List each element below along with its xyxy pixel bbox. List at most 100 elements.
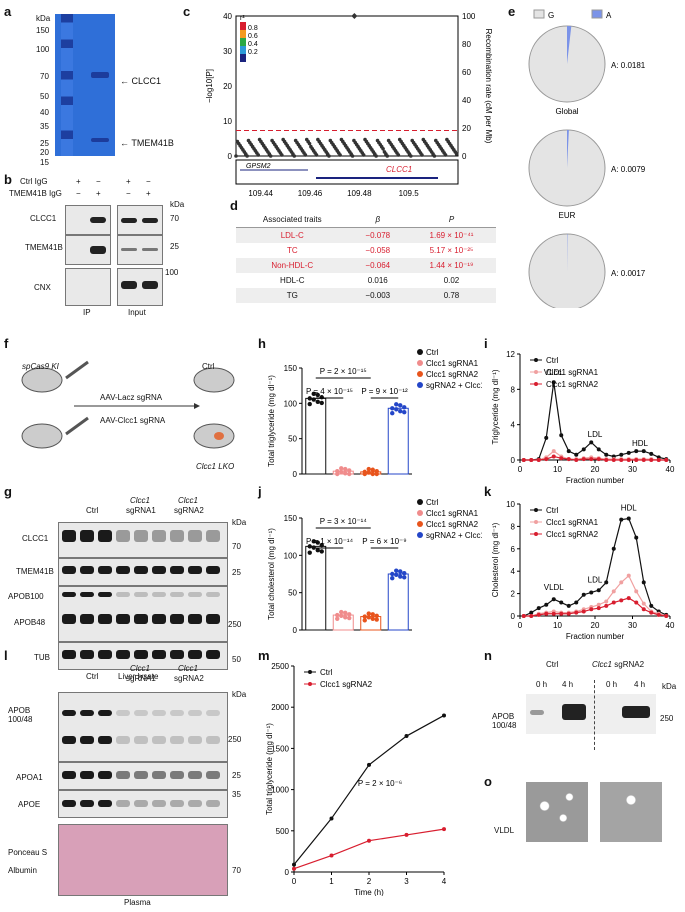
blot-band — [134, 736, 148, 744]
data-point — [559, 456, 564, 461]
legend-label: Clcc1 sgRNA2 — [546, 530, 599, 539]
blot-band — [134, 710, 148, 716]
p-value: P = 6 × 10⁻⁹ — [362, 537, 406, 546]
blot-band — [188, 771, 202, 779]
blot-band — [188, 710, 202, 716]
blot-band — [206, 710, 220, 716]
snp-point — [445, 137, 449, 142]
legend-label: A — [606, 11, 612, 20]
blot-band — [80, 566, 94, 574]
blot-band — [62, 736, 76, 744]
coomassie-gel — [55, 14, 115, 156]
g-row-tub: TUB — [34, 653, 50, 662]
data-point — [664, 614, 669, 618]
n-time: 4 h — [562, 680, 574, 689]
gene-label: CLCC1 — [386, 165, 412, 174]
blot-band — [116, 566, 130, 574]
snp-point — [293, 138, 298, 143]
y-tick-label: 2500 — [271, 662, 289, 671]
blot-band — [188, 592, 202, 597]
a-arrow-clcc1: ← CLCC1 — [120, 76, 162, 86]
blot-band — [80, 530, 94, 542]
data-point — [611, 458, 616, 462]
snp-point — [257, 137, 262, 142]
data-point — [604, 452, 609, 457]
x-tick-label: 20 — [591, 465, 600, 474]
legend-marker — [534, 382, 538, 386]
data-point — [335, 468, 340, 474]
a-ladder-40: 40 — [40, 108, 49, 117]
blot-band — [116, 592, 130, 597]
y2-tick-label: 80 — [462, 40, 471, 49]
y-tick-label: 1000 — [271, 786, 289, 795]
y-tick-label: 0 — [285, 868, 290, 877]
blot-band — [170, 800, 184, 807]
b-sign: + — [126, 177, 131, 186]
data-point — [307, 550, 312, 555]
data-point — [366, 611, 371, 616]
panel-label-b: b — [4, 172, 12, 187]
a-kda: kDa — [36, 14, 51, 23]
data-point — [402, 405, 407, 410]
blot-band — [134, 614, 148, 624]
b-mw-70: 70 — [170, 214, 179, 223]
data-point — [307, 544, 312, 549]
legend-marker — [417, 382, 423, 388]
a-ladder-70: 70 — [40, 72, 49, 81]
legend-label: Clcc1 sgRNA2 — [426, 370, 479, 379]
panel-label-n: n — [484, 648, 492, 663]
data-point — [366, 615, 371, 620]
legend-marker — [534, 370, 538, 374]
g-group-sgrna1: sgRNA1 — [126, 506, 156, 515]
ld-legend-label: 0.4 — [248, 41, 258, 48]
blot-band — [98, 592, 112, 597]
blot-band — [116, 800, 130, 807]
blot-band — [62, 771, 76, 779]
data-point — [347, 615, 352, 621]
x-tick-label: 3 — [404, 877, 409, 886]
data-point — [619, 458, 624, 462]
blot-band — [206, 800, 220, 807]
data-point — [649, 458, 654, 462]
bar — [387, 573, 409, 631]
legend-marker — [417, 371, 423, 377]
snp-point — [309, 144, 313, 149]
data-point — [394, 572, 399, 578]
n-ctrl-label: Ctrl — [546, 660, 559, 669]
p-value: P = 3 × 10⁻¹⁴ — [320, 517, 368, 526]
snp-point — [234, 154, 238, 158]
panel-label-c: c — [183, 4, 191, 19]
data-point — [596, 457, 601, 462]
data-point — [641, 580, 646, 585]
legend-marker — [534, 358, 538, 362]
blot-band — [170, 566, 184, 574]
b-ip-clcc1-blot — [65, 205, 111, 235]
data-point — [390, 576, 395, 581]
legend-marker — [417, 360, 423, 366]
data-point — [574, 610, 579, 615]
data-point — [566, 603, 571, 608]
pie-annotation: A: 0.0079 — [611, 165, 646, 174]
n-row-apob: APOB 100/48 — [492, 712, 517, 730]
data-point — [367, 762, 371, 767]
panel-label-e: e — [508, 4, 516, 19]
y-tick-label: 2 — [511, 590, 516, 599]
f-ki-label: spCas9 KI — [22, 362, 59, 371]
data-point — [339, 469, 344, 475]
data-point — [347, 612, 352, 617]
p-value: P = 1 × 10⁻¹⁴ — [306, 537, 354, 546]
legend-marker — [417, 349, 423, 355]
legend-label: sgRNA2 + Clcc1 — [426, 531, 482, 540]
data-point — [574, 452, 579, 457]
g-mw: 250 — [228, 620, 242, 629]
blot-band — [152, 710, 166, 716]
a-ladder-100: 100 — [36, 45, 50, 54]
g-footer: Liver lysate — [118, 672, 159, 681]
x-tick-label: 109.46 — [298, 189, 323, 198]
y-axis-label: Total triglyceride (mg dl⁻¹) — [265, 723, 274, 815]
n-kda: kDa — [662, 682, 677, 691]
data-point — [544, 435, 549, 440]
n-time: 0 h — [536, 680, 548, 689]
l-mw: 70 — [232, 866, 241, 875]
data-point — [574, 458, 579, 462]
